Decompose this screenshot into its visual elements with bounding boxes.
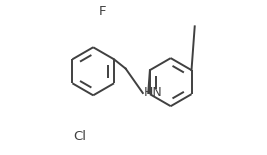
Text: HN: HN	[144, 86, 162, 100]
Text: Cl: Cl	[73, 130, 86, 143]
Text: F: F	[99, 5, 106, 18]
